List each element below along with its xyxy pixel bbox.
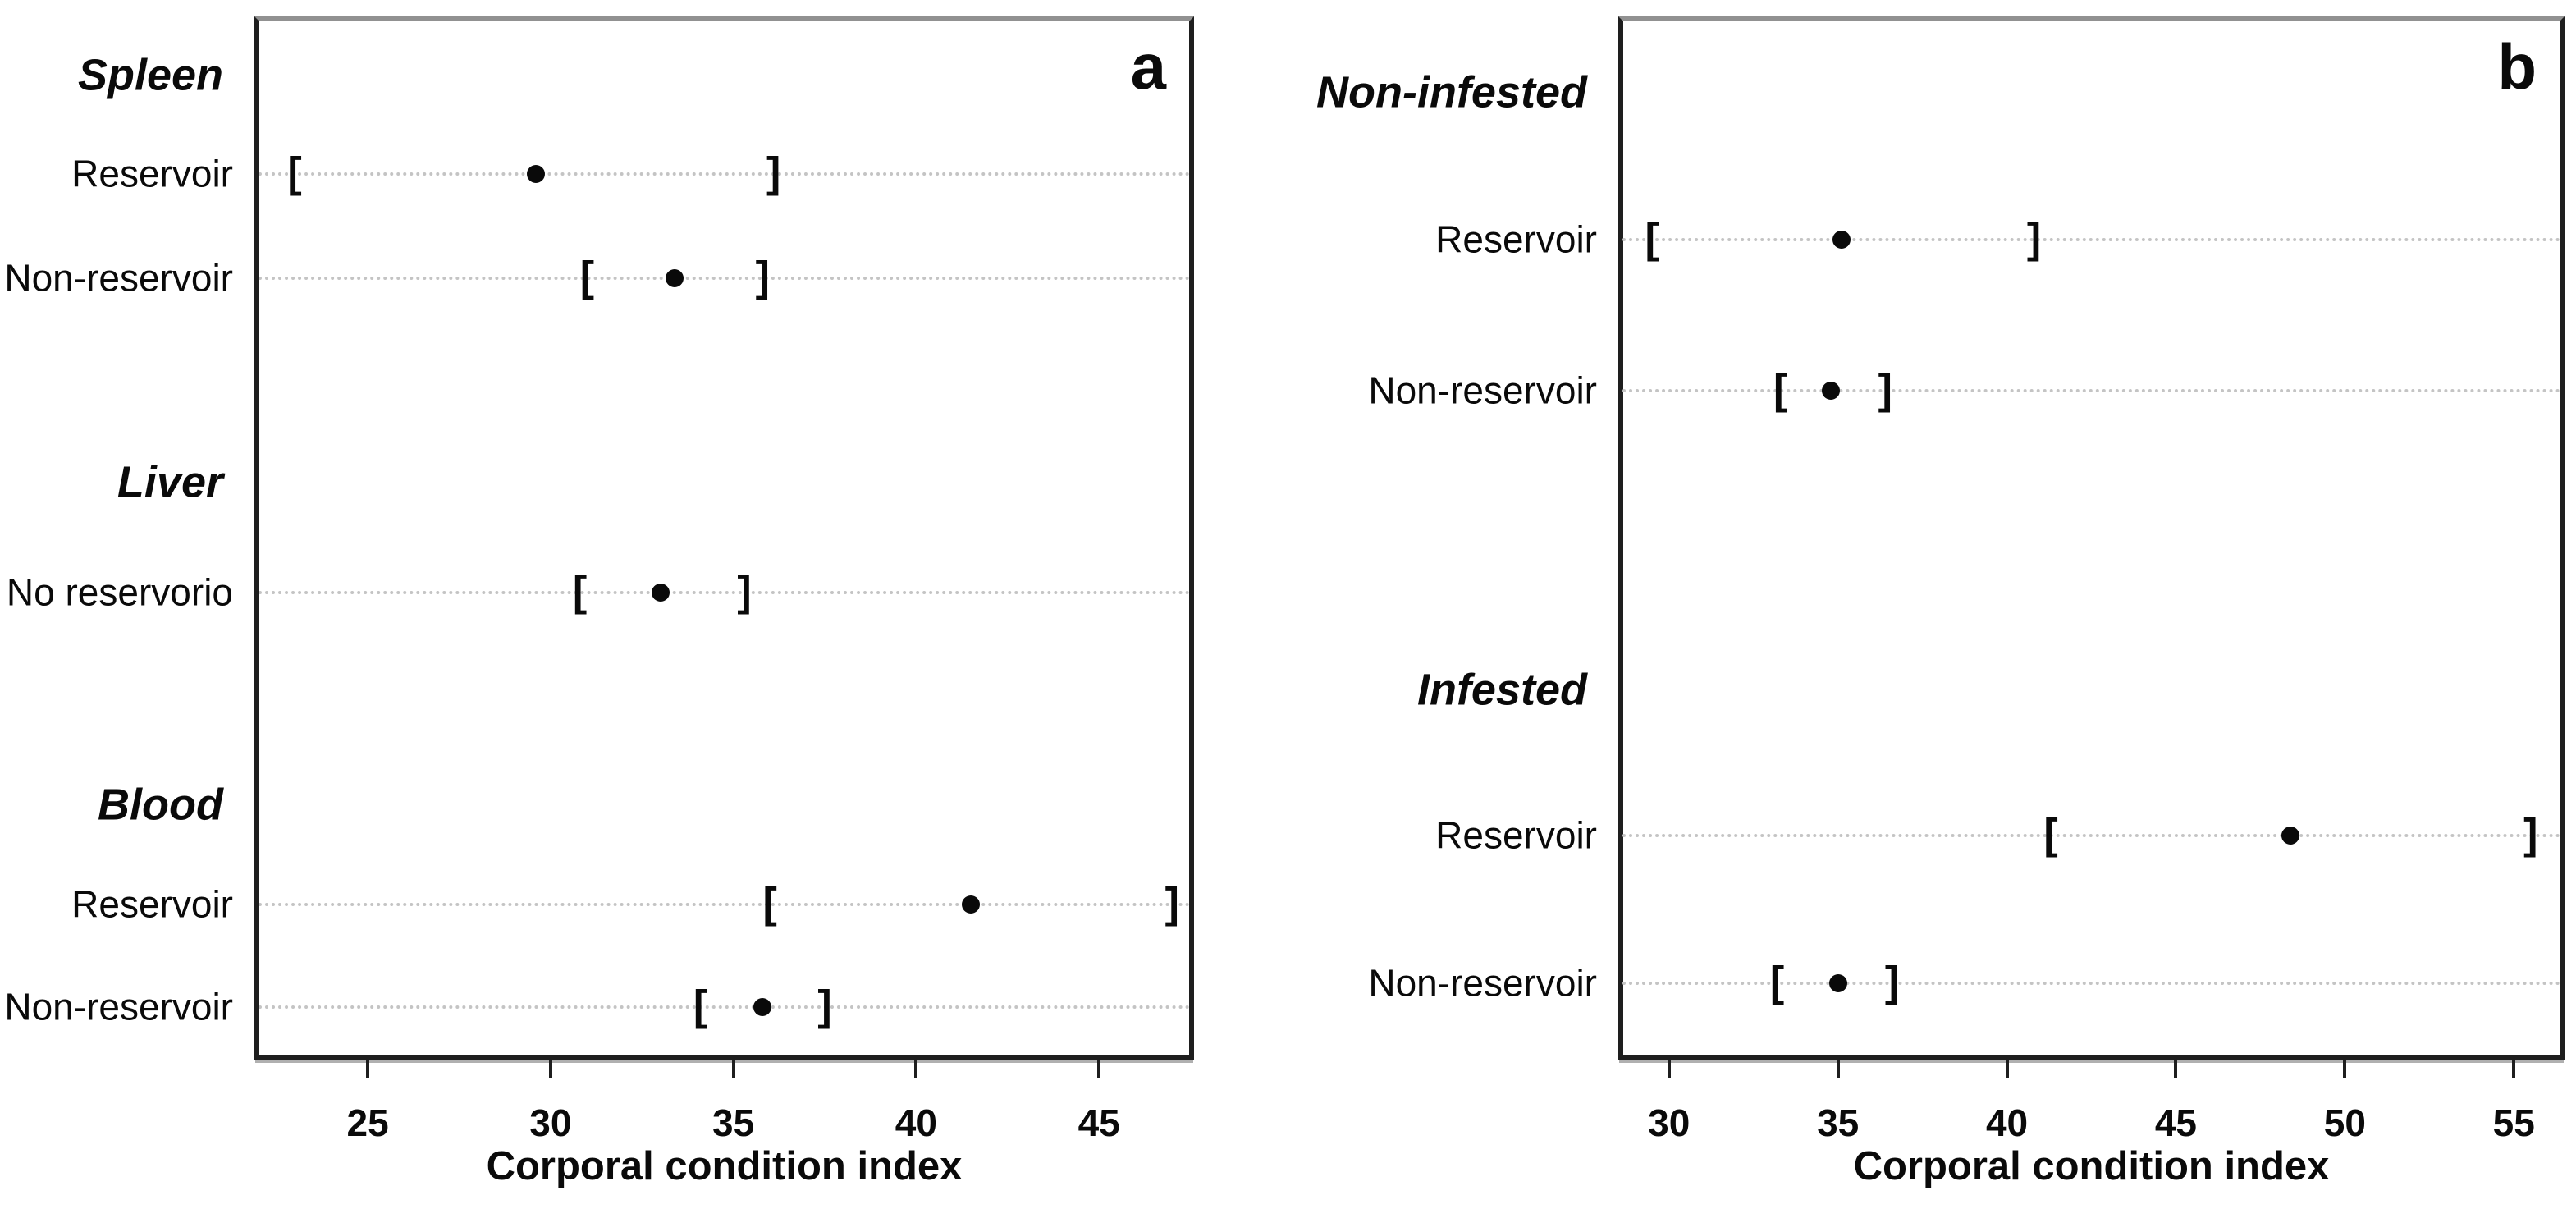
row-label: No reservorio — [6, 570, 233, 614]
ci-bracket-left: [ — [287, 149, 302, 197]
group-label: Non-infested — [1316, 67, 1587, 117]
row-guideline — [259, 902, 1190, 906]
row-label: Non-reservoir — [4, 986, 233, 1029]
row-label: Reservoir — [71, 882, 233, 926]
row-guideline — [1622, 237, 2560, 241]
ci-bracket-right: ] — [1878, 365, 1892, 414]
row-guideline — [259, 277, 1190, 281]
row-guideline — [1622, 389, 2560, 393]
ci-bracket-right: ] — [737, 567, 752, 616]
row-label: Reservoir — [1435, 813, 1597, 857]
x-tick-label: 40 — [1985, 1101, 2029, 1144]
row-guideline — [1622, 982, 2560, 986]
row-guideline — [259, 172, 1190, 176]
ci-bracket-left: [ — [579, 253, 595, 301]
x-tick-label: 30 — [529, 1101, 572, 1144]
row-guideline — [259, 590, 1190, 594]
ci-bracket-right: ] — [2523, 810, 2538, 859]
group-label: Spleen — [77, 50, 223, 100]
mean-dot — [753, 998, 772, 1017]
ci-bracket-right: ] — [766, 149, 781, 197]
panel-letter-a: a — [1130, 30, 1166, 103]
row-guideline — [259, 1005, 1190, 1010]
ci-bracket-left: [ — [1645, 214, 1659, 263]
row-label: Reservoir — [71, 152, 233, 195]
x-tick-label: 35 — [1817, 1101, 1860, 1144]
panel-letter-b: b — [2497, 30, 2537, 103]
row-label: Reservoir — [1435, 218, 1597, 261]
x-tick-label: 25 — [346, 1101, 389, 1144]
x-tick — [2174, 1060, 2178, 1078]
x-tick-label: 40 — [895, 1101, 937, 1144]
x-tick — [1097, 1060, 1101, 1078]
row-label: Non-reservoir — [4, 256, 233, 300]
x-tick — [731, 1060, 735, 1078]
x-axis-title: Corporal condition index — [1853, 1144, 2330, 1188]
plot-frame — [254, 16, 1194, 1060]
x-tick-label: 45 — [2154, 1101, 2198, 1144]
mean-dot — [962, 895, 981, 914]
x-tick-label: 55 — [2492, 1101, 2535, 1144]
x-tick-label: 35 — [712, 1101, 755, 1144]
x-tick-label: 50 — [2323, 1101, 2366, 1144]
ci-bracket-left: [ — [762, 879, 777, 927]
ci-bracket-left: [ — [1773, 365, 1788, 414]
mean-dot — [1828, 974, 1847, 993]
mean-dot — [2281, 826, 2300, 845]
ci-bracket-left: [ — [2043, 810, 2058, 859]
group-label: Liver — [117, 457, 223, 507]
mean-dot — [1822, 382, 1841, 401]
x-tick — [2005, 1060, 2009, 1078]
mean-dot — [651, 583, 670, 602]
x-axis-title: Corporal condition index — [486, 1144, 963, 1188]
panel-b: b Non-infested [] Reservoir [] Non-reservoir I… — [1316, 16, 2565, 1187]
ci-bracket-left: [ — [693, 982, 708, 1030]
panel-a: a Spleen [] Reservoir [] Non-reservoir Liver []… — [4, 16, 1194, 1187]
x-tick — [366, 1060, 370, 1078]
ci-bracket-right: ] — [755, 253, 770, 301]
x-tick-label: 30 — [1648, 1101, 1691, 1144]
x-tick — [914, 1060, 918, 1078]
ci-bracket-right: ] — [2026, 214, 2042, 263]
group-label: Blood — [98, 780, 223, 830]
x-tick — [2512, 1060, 2516, 1078]
x-tick — [1836, 1060, 1840, 1078]
x-tick — [548, 1060, 552, 1078]
mean-dot — [666, 269, 684, 288]
row-label: Non-reservoir — [1368, 369, 1597, 412]
plot-frame — [1618, 16, 2565, 1060]
ci-bracket-right: ] — [817, 982, 832, 1030]
ci-bracket-right: ] — [1164, 879, 1179, 927]
ci-bracket-left: [ — [572, 567, 588, 616]
mean-dot — [527, 164, 546, 183]
row-guideline — [1622, 833, 2560, 837]
mean-dot — [1832, 230, 1851, 249]
group-label: Infested — [1416, 665, 1587, 715]
x-tick — [2343, 1060, 2347, 1078]
x-tick-label: 45 — [1078, 1101, 1120, 1144]
x-tick — [1667, 1060, 1671, 1078]
row-label: Non-reservoir — [1368, 961, 1597, 1005]
ci-bracket-right: ] — [1884, 958, 1900, 1006]
ci-bracket-left: [ — [1769, 958, 1785, 1006]
